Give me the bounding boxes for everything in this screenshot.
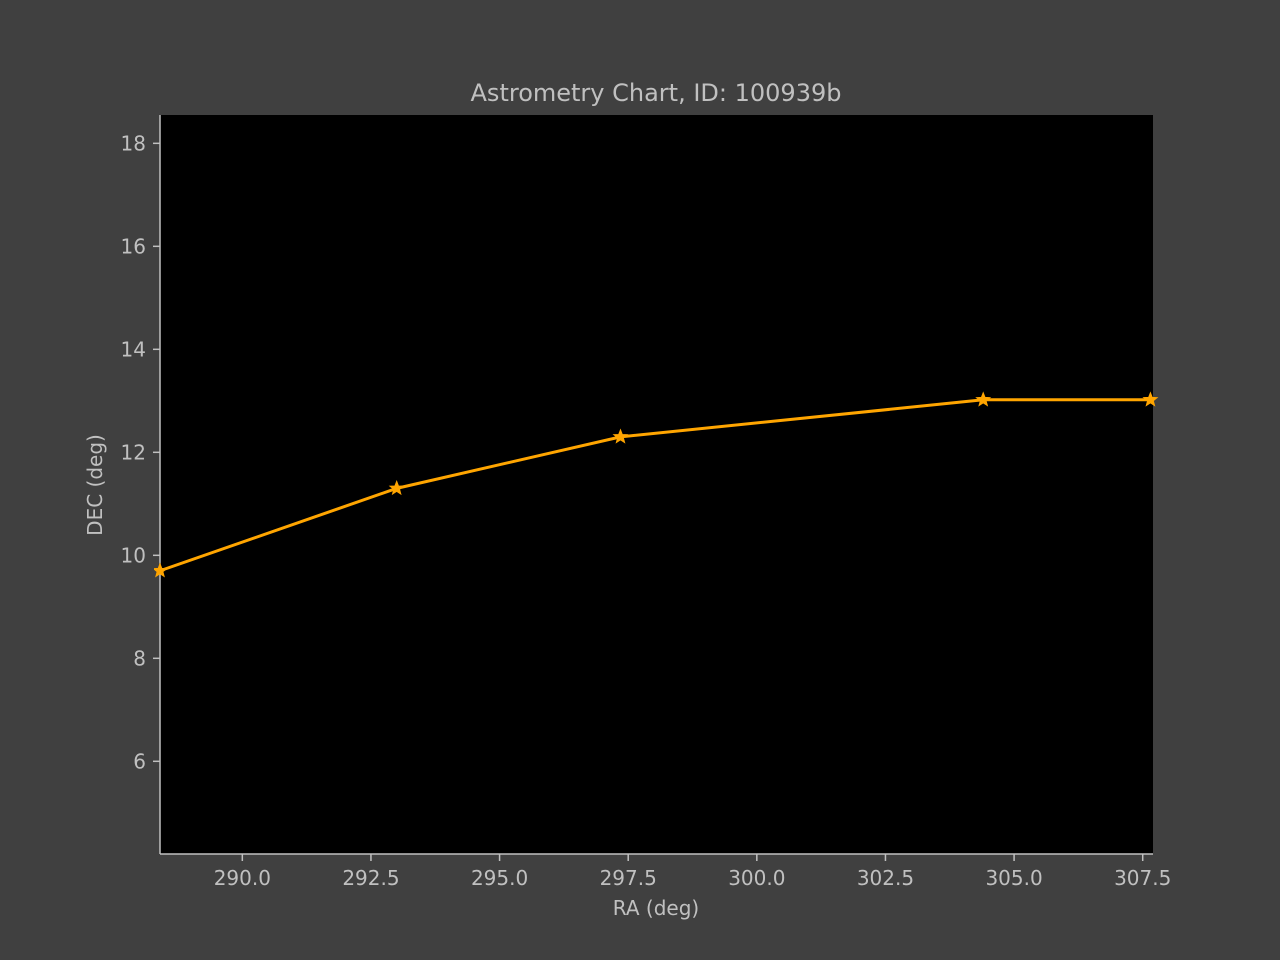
x-tick-label: 300.0 [728, 866, 785, 890]
y-tick-label: 10 [121, 543, 146, 567]
y-tick-label: 8 [133, 646, 146, 670]
y-axis-label: DEC (deg) [83, 434, 107, 536]
x-axis-label: RA (deg) [613, 896, 699, 920]
axes [159, 115, 1153, 855]
y-ticks: 6 8 10 12 14 16 18 [121, 131, 160, 773]
data-markers [154, 391, 1159, 578]
y-tick-label: 16 [121, 234, 146, 258]
y-tick-label: 18 [121, 131, 146, 155]
data-point-marker [388, 479, 405, 496]
x-tick-label: 290.0 [214, 866, 271, 890]
data-point-marker [975, 391, 992, 407]
y-tick-label: 12 [121, 440, 146, 464]
data-point-marker [154, 562, 168, 578]
x-tick-label: 297.5 [600, 866, 657, 890]
x-tick-label: 302.5 [857, 866, 914, 890]
x-tick-label: 307.5 [1114, 866, 1171, 890]
data-point-marker [1142, 391, 1159, 407]
y-tick-label: 6 [133, 749, 146, 773]
chart-title: Astrometry Chart, ID: 100939b [471, 79, 842, 107]
y-tick-label: 14 [121, 337, 146, 361]
x-tick-label: 295.0 [471, 866, 528, 890]
x-tick-label: 292.5 [342, 866, 399, 890]
x-ticks: 290.0 292.5 295.0 297.5 300.0 302.5 305.0 307.5 [214, 854, 1171, 890]
x-tick-label: 305.0 [985, 866, 1042, 890]
plot-area [160, 115, 1153, 854]
data-point-marker [612, 428, 629, 444]
